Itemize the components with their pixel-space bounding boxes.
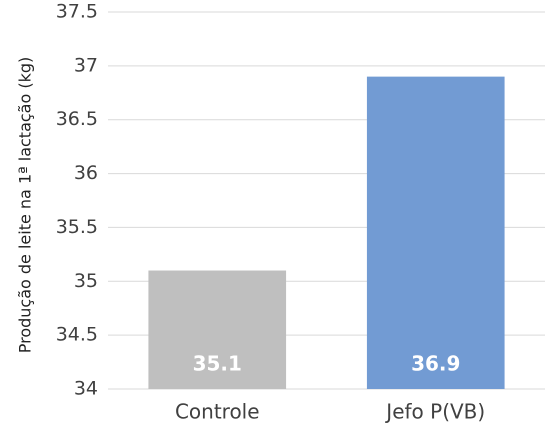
y-tick-label: 37.5 bbox=[56, 1, 98, 23]
x-tick-label: Controle bbox=[175, 400, 260, 424]
bar bbox=[366, 76, 505, 389]
y-tick-label: 34.5 bbox=[56, 324, 98, 346]
bar bbox=[148, 270, 287, 389]
value-label: 35.1 bbox=[193, 352, 242, 376]
x-tick-label: Jefo P(VB) bbox=[384, 400, 485, 424]
y-tick-label: 36 bbox=[74, 162, 98, 184]
y-tick-label: 36.5 bbox=[56, 108, 98, 130]
y-tick-label: 35 bbox=[74, 270, 98, 292]
y-tick-label: 35.5 bbox=[56, 216, 98, 238]
y-tick-label: 34 bbox=[74, 378, 98, 400]
value-label: 36.9 bbox=[411, 352, 460, 376]
y-axis-label: Produção de leite na 1ª lactação (kg) bbox=[16, 57, 35, 354]
y-tick-label: 37 bbox=[74, 54, 98, 76]
